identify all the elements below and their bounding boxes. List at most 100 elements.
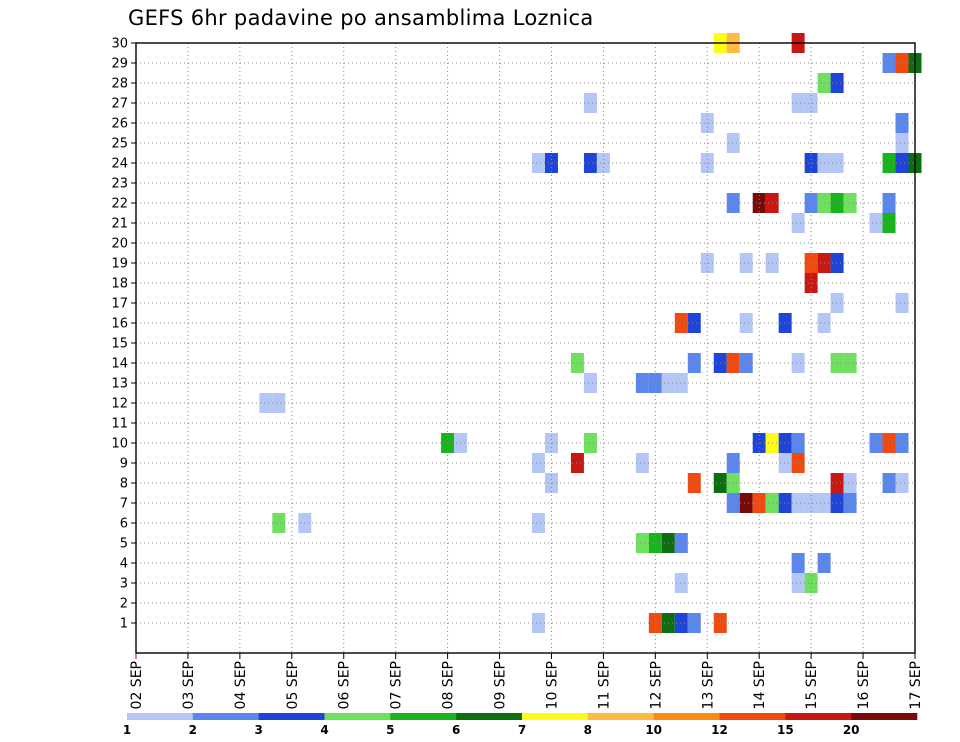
- chart-title: GEFS 6hr padavine po ansamblima Loznica: [128, 6, 594, 30]
- precip-cell: [882, 53, 896, 73]
- precip-cell: [830, 473, 844, 493]
- precip-cell: [726, 353, 740, 373]
- precip-cell: [830, 493, 844, 513]
- precip-cell: [895, 113, 909, 133]
- precip-cell: [791, 213, 805, 233]
- x-tick-label: 14 SEP: [752, 661, 768, 709]
- precip-cell: [843, 473, 857, 493]
- y-tick-label: 18: [111, 277, 128, 292]
- precip-cell: [791, 493, 805, 513]
- y-tick-label: 6: [120, 517, 128, 532]
- legend-swatch: [522, 713, 589, 720]
- precip-cell: [843, 353, 857, 373]
- legend-label: 5: [386, 723, 394, 737]
- precip-cell: [895, 433, 909, 453]
- precip-cell: [531, 613, 545, 633]
- precip-cell: [882, 433, 896, 453]
- precip-cell: [882, 213, 896, 233]
- y-tick-label: 30: [111, 37, 128, 52]
- precip-cell: [882, 473, 896, 493]
- precip-cells: [259, 33, 922, 633]
- precip-cell: [830, 193, 844, 213]
- x-tick-label: 11 SEP: [596, 661, 612, 709]
- y-tick-label: 15: [111, 337, 128, 352]
- precip-cell: [583, 373, 597, 393]
- precip-cell: [778, 453, 792, 473]
- precip-cell: [726, 493, 740, 513]
- y-tick-label: 8: [120, 477, 128, 492]
- precip-cell: [531, 453, 545, 473]
- legend-swatch: [127, 713, 194, 720]
- legend-swatch: [653, 713, 720, 720]
- legend-swatch: [851, 713, 918, 720]
- plot-frame: [135, 42, 916, 654]
- y-tick-label: 24: [111, 157, 128, 172]
- x-tick-label: 16 SEP: [856, 661, 872, 709]
- y-tick-label: 23: [111, 177, 128, 192]
- precip-cell: [791, 93, 805, 113]
- precip-cell: [674, 533, 688, 553]
- legend-swatch: [719, 713, 786, 720]
- precip-cell: [791, 353, 805, 373]
- y-tick-label: 21: [111, 217, 128, 232]
- precip-cell: [531, 153, 545, 173]
- precip-cell: [791, 453, 805, 473]
- precip-cell: [830, 253, 844, 273]
- y-tick-label: 11: [111, 417, 128, 432]
- x-tick-label: 09 SEP: [493, 661, 509, 709]
- precip-cell: [635, 533, 649, 553]
- precip-cell: [830, 293, 844, 313]
- grid-lines: [136, 42, 915, 653]
- precip-cell: [272, 393, 286, 413]
- x-tick-label: 03 SEP: [181, 661, 197, 709]
- precip-cell: [674, 313, 688, 333]
- y-tick-label: 7: [120, 497, 128, 512]
- precip-cell: [882, 193, 896, 213]
- precip-cell: [531, 513, 545, 533]
- precip-cell: [895, 133, 909, 153]
- x-tick-label: 06 SEP: [337, 661, 353, 709]
- x-tick-label: 08 SEP: [441, 661, 457, 709]
- precip-cell: [635, 373, 649, 393]
- legend-swatch: [258, 713, 325, 720]
- precip-cell: [830, 73, 844, 93]
- y-tick-label: 25: [111, 137, 128, 152]
- precip-cell: [726, 133, 740, 153]
- y-tick-label: 20: [111, 237, 128, 252]
- legend-label: 7: [518, 723, 526, 737]
- legend-label: 6: [452, 723, 460, 737]
- precip-cell: [791, 553, 805, 573]
- precip-cell: [687, 313, 701, 333]
- y-tick-label: 5: [120, 537, 128, 552]
- y-tick-label: 19: [111, 257, 128, 272]
- precip-cell: [687, 473, 701, 493]
- legend-label: 20: [843, 723, 860, 737]
- y-tick-label: 14: [111, 357, 128, 372]
- x-tick-label: 13 SEP: [700, 661, 716, 709]
- y-tick-label: 9: [120, 457, 128, 472]
- precip-cell: [687, 613, 701, 633]
- x-tick-label: 04 SEP: [233, 661, 249, 709]
- legend-label: 3: [254, 723, 262, 737]
- precip-cell: [583, 93, 597, 113]
- legend-swatch: [785, 713, 852, 720]
- precip-cell: [895, 293, 909, 313]
- precip-cell: [895, 473, 909, 493]
- precip-cell: [583, 153, 597, 173]
- precip-cell: [674, 573, 688, 593]
- legend-label: 8: [584, 723, 592, 737]
- legend-label: 10: [645, 723, 662, 737]
- precip-cell: [830, 153, 844, 173]
- precip-cell: [726, 453, 740, 473]
- y-tick-label: 29: [111, 57, 128, 72]
- legend-label: 1: [123, 723, 131, 737]
- precip-cell: [882, 153, 896, 173]
- precip-cell: [778, 493, 792, 513]
- precip-cell: [687, 353, 701, 373]
- x-tick-label: 07 SEP: [389, 661, 405, 709]
- legend-swatch: [390, 713, 457, 720]
- precip-cell: [635, 453, 649, 473]
- legend-swatch: [456, 713, 523, 720]
- precip-cell: [739, 493, 753, 513]
- y-tick-label: 2: [120, 597, 128, 612]
